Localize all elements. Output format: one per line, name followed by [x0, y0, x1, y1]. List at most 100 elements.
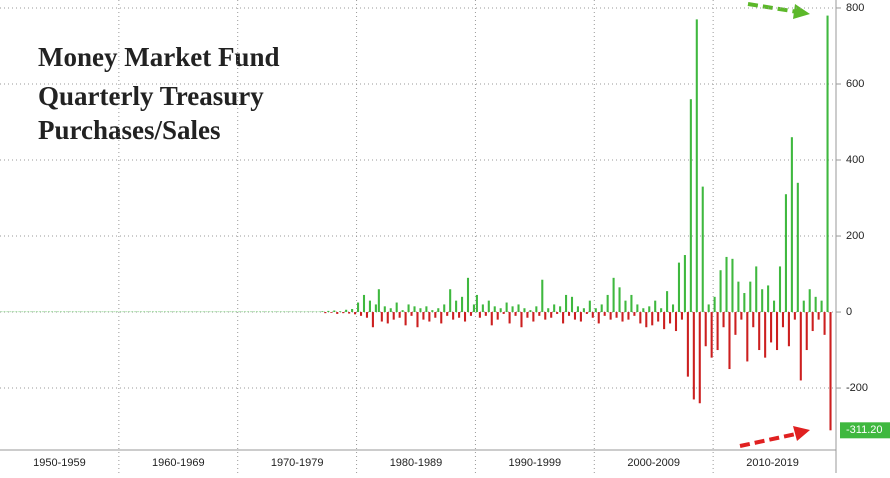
- bar: [740, 312, 742, 320]
- bar: [690, 99, 692, 312]
- x-tick-label: 2000-2009: [627, 457, 680, 469]
- bar: [422, 312, 424, 320]
- chart-title: Purchases/Sales: [38, 115, 221, 145]
- bar: [464, 312, 466, 322]
- bar: [669, 312, 671, 323]
- chart-title: Money Market Fund: [38, 42, 279, 72]
- bar: [725, 257, 727, 312]
- bar: [681, 312, 683, 320]
- bar: [654, 301, 656, 312]
- bar: [577, 306, 579, 312]
- bar: [458, 312, 460, 318]
- x-tick-label: 2010-2019: [746, 457, 799, 469]
- bar: [773, 301, 775, 312]
- y-tick-label: -200: [846, 382, 868, 394]
- bar: [815, 297, 817, 312]
- y-tick-label: 400: [846, 154, 864, 166]
- bar: [592, 312, 594, 318]
- bar: [339, 311, 341, 312]
- bar: [547, 308, 549, 312]
- bar: [651, 312, 653, 325]
- x-tick-label: 1950-1959: [33, 457, 86, 469]
- bar: [476, 295, 478, 312]
- bar: [806, 312, 808, 350]
- bar: [443, 304, 445, 312]
- bar: [336, 312, 338, 314]
- bar: [345, 310, 347, 312]
- bar: [797, 183, 799, 312]
- bar: [720, 270, 722, 312]
- bar: [767, 285, 769, 312]
- y-tick-label: 800: [846, 2, 864, 14]
- bar: [354, 312, 356, 314]
- bar: [553, 304, 555, 312]
- bar: [672, 304, 674, 312]
- bar: [642, 308, 644, 312]
- bar: [565, 295, 567, 312]
- bar: [440, 312, 442, 323]
- bar: [399, 312, 401, 318]
- bar: [764, 312, 766, 358]
- bar: [636, 304, 638, 312]
- bar: [449, 289, 451, 312]
- chart-title: Quarterly Treasury: [38, 81, 264, 111]
- bar: [491, 312, 493, 325]
- x-tick-label: 1990-1999: [509, 457, 562, 469]
- bar: [675, 312, 677, 331]
- bar: [734, 312, 736, 335]
- bar: [746, 312, 748, 361]
- bar: [431, 310, 433, 312]
- bar: [357, 303, 359, 313]
- bar: [434, 312, 436, 318]
- bar: [390, 308, 392, 312]
- bar: [550, 312, 552, 318]
- bar: [342, 312, 344, 313]
- bar: [782, 312, 784, 327]
- bar: [821, 301, 823, 312]
- bar: [330, 312, 332, 313]
- bar: [473, 304, 475, 312]
- bar: [586, 312, 588, 314]
- bar: [366, 312, 368, 318]
- bar: [770, 312, 772, 342]
- bar: [755, 266, 757, 312]
- x-tick-label: 1960-1969: [152, 457, 205, 469]
- bar: [372, 312, 374, 327]
- bar: [437, 308, 439, 312]
- bar: [604, 312, 606, 316]
- bar: [535, 306, 537, 312]
- bar: [538, 312, 540, 316]
- bar: [562, 312, 564, 323]
- bar: [752, 312, 754, 327]
- bar: [494, 306, 496, 312]
- bar: [601, 304, 603, 312]
- bar: [523, 308, 525, 312]
- bar: [526, 312, 528, 318]
- bar: [405, 312, 407, 325]
- bar: [375, 304, 377, 312]
- bar: [758, 312, 760, 350]
- bar: [812, 312, 814, 331]
- bar: [503, 312, 505, 314]
- bar: [408, 304, 410, 312]
- bar: [515, 312, 517, 316]
- bar: [387, 312, 389, 323]
- bar: [663, 312, 665, 329]
- bar: [794, 312, 796, 320]
- bar: [321, 311, 323, 312]
- bar: [446, 312, 448, 316]
- bar: [621, 312, 623, 322]
- bar: [728, 312, 730, 369]
- bar: [702, 187, 704, 312]
- bar: [731, 259, 733, 312]
- bar: [630, 295, 632, 312]
- bar: [595, 308, 597, 312]
- y-tick-label: 600: [846, 78, 864, 90]
- bar: [829, 312, 831, 430]
- bar: [645, 312, 647, 327]
- bar: [419, 308, 421, 312]
- bar: [378, 289, 380, 312]
- bar: [506, 303, 508, 313]
- x-tick-label: 1970-1979: [271, 457, 324, 469]
